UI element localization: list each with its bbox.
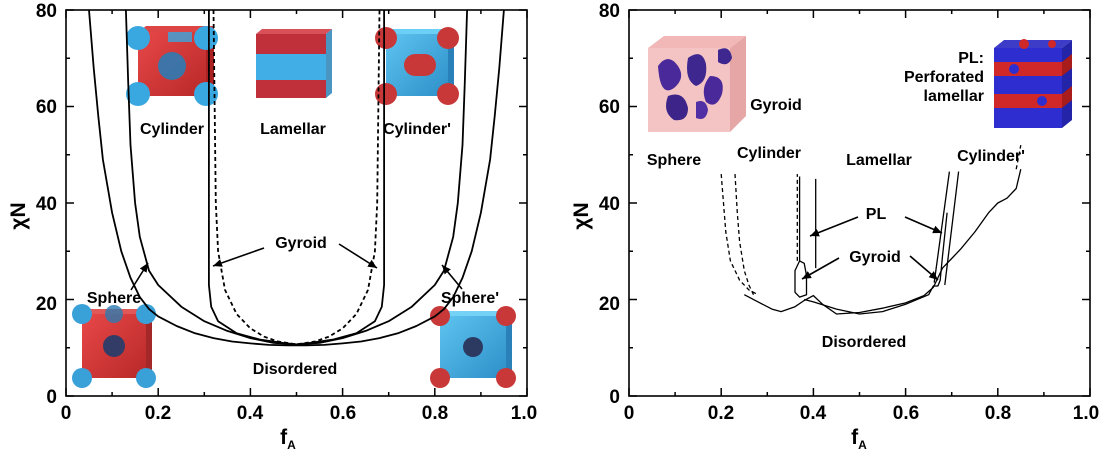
y-tick-label: 60 xyxy=(599,97,620,118)
label-gyroid: Gyroid xyxy=(275,235,327,252)
x-axis-title: fA xyxy=(280,426,296,452)
sphere-prime-cube-image xyxy=(430,306,516,388)
x-tick-labels: 0 0.2 0.4 0.6 0.8 1.0 xyxy=(624,403,1100,424)
label-lamellar: Lamellar xyxy=(260,121,326,138)
x-axis-title-subscript: A xyxy=(858,438,867,452)
label-sphere: Sphere xyxy=(647,152,701,169)
phase-boundary-9 xyxy=(734,174,755,295)
label-gyroid: Gyroid xyxy=(849,249,901,266)
y-tick-label: 20 xyxy=(36,294,57,315)
label-cylinder-prime: Cylinder' xyxy=(383,121,451,138)
label-lamellar: Lamellar xyxy=(846,152,912,169)
x-tick-label: 0.8 xyxy=(422,403,448,424)
label-disordered: Disordered xyxy=(253,361,337,378)
gyroid-cube-image xyxy=(648,36,746,132)
phase-boundary-3 xyxy=(208,10,385,346)
label-cylinder: Cylinder xyxy=(140,121,204,138)
pl-arrow-left xyxy=(809,216,859,237)
phase-boundary-1 xyxy=(743,169,1022,315)
x-tick-label: 0 xyxy=(61,403,72,424)
phase-boundary-3 xyxy=(794,260,808,298)
y-tick-label: 20 xyxy=(599,294,620,315)
perforated-lamellar-cube-image xyxy=(994,39,1072,128)
x-tick-labels: 0 0.2 0.4 0.6 0.8 1.0 xyxy=(61,403,538,424)
y-tick-labels: 0 20 40 60 80 xyxy=(599,1,620,408)
phase-boundary-curves xyxy=(88,9,505,347)
y-tick-label: 40 xyxy=(36,194,57,215)
label-cylinder: Cylinder xyxy=(737,145,801,162)
y-tick-label: 0 xyxy=(609,387,620,408)
axis-ticks xyxy=(65,9,528,397)
label-sphere-prime: Sphere' xyxy=(441,290,499,307)
y-tick-label: 80 xyxy=(36,1,57,22)
x-axis-title-subscript: A xyxy=(287,438,296,452)
sphere-cube-image xyxy=(72,304,156,388)
pl-arrow-right xyxy=(904,216,943,234)
x-axis-title-main: f xyxy=(280,426,288,449)
y-tick-label: 40 xyxy=(599,194,620,215)
y-tick-label: 0 xyxy=(46,387,57,408)
right-phase-diagram: Sphere Cylinder Lamellar Cylinder' PL Gy… xyxy=(570,1,1099,452)
label-lamellar-image: lamellar xyxy=(924,88,984,105)
x-tick-label: 0.8 xyxy=(985,403,1011,424)
x-tick-label: 0.6 xyxy=(330,403,356,424)
gyroid-arrow-left xyxy=(212,247,265,267)
label-pl-title: PL: xyxy=(958,50,984,67)
x-tick-label: 1.0 xyxy=(511,403,537,424)
axis-ticks xyxy=(628,9,1091,397)
left-phase-diagram: Cylinder Lamellar Cylinder' Gyroid Spher… xyxy=(7,1,537,452)
x-tick-label: 0.4 xyxy=(237,403,264,424)
y-axis-title: χN xyxy=(7,202,30,229)
y-tick-label: 60 xyxy=(36,97,57,118)
label-sphere: Sphere xyxy=(87,290,141,307)
x-tick-label: 0.6 xyxy=(893,403,919,424)
cylinder-prime-cube-image xyxy=(375,27,459,105)
x-tick-label: 0.2 xyxy=(708,403,734,424)
gyroid-arrow-left xyxy=(801,257,840,280)
x-axis-title-main: f xyxy=(851,426,859,449)
x-tick-label: 1.0 xyxy=(1073,403,1099,424)
label-perforated: Perforated xyxy=(904,69,984,86)
label-pl: PL xyxy=(866,206,887,223)
x-tick-label: 0 xyxy=(624,403,635,424)
y-tick-labels: 0 20 40 60 80 xyxy=(36,1,57,408)
gyroid-arrow-right xyxy=(909,255,939,281)
label-disordered: Disordered xyxy=(822,334,906,351)
sphere-arrow xyxy=(130,262,149,291)
cylinder-cube-image xyxy=(126,26,218,106)
gyroid-arrow-right xyxy=(338,243,378,269)
phase-boundary-7 xyxy=(944,171,960,286)
phase-boundary-curves xyxy=(720,144,1022,315)
x-tick-label: 0.2 xyxy=(145,403,171,424)
sphere-prime-arrow xyxy=(441,264,463,290)
y-tick-label: 80 xyxy=(599,1,620,22)
x-axis-title: fA xyxy=(851,426,867,452)
phase-boundary-4 xyxy=(212,9,381,346)
y-axis-title: χN xyxy=(570,202,593,229)
label-gyroid-image: Gyroid xyxy=(750,97,802,114)
lamellar-cube-image xyxy=(256,29,332,98)
phase-boundary-2 xyxy=(804,212,948,315)
x-tick-label: 0.4 xyxy=(800,403,827,424)
phase-boundary-8 xyxy=(720,174,759,296)
label-cylinder-prime: Cylinder' xyxy=(957,148,1025,165)
